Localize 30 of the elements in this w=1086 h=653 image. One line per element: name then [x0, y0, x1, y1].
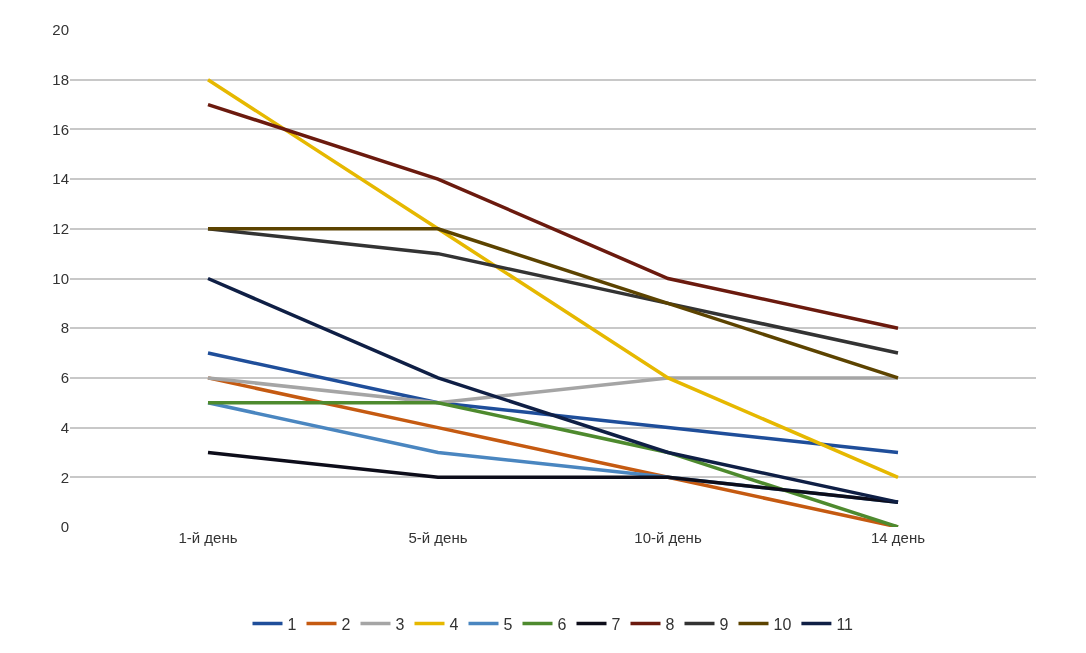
legend-label: 3 — [395, 615, 405, 633]
legend-label: 4 — [449, 615, 459, 633]
legend-label: 10 — [773, 615, 792, 633]
y-tick-label: 6 — [60, 369, 69, 387]
y-tick-label: 14 — [52, 170, 69, 188]
y-tick-label: 12 — [52, 220, 69, 238]
x-tick-label: 5-й день — [408, 529, 468, 546]
y-tick-label: 18 — [52, 70, 69, 88]
legend-label: 5 — [503, 615, 513, 633]
line-series — [206, 77, 900, 480]
x-tick-label: 10-й день — [634, 529, 702, 546]
y-tick-label: 10 — [52, 269, 69, 287]
y-tick-label: 16 — [52, 120, 69, 138]
y-tick-label: 0 — [60, 518, 69, 536]
y-tick-label: 2 — [60, 468, 69, 486]
legend-label: 11 — [836, 615, 854, 633]
line-series — [206, 276, 900, 504]
legend-label: 9 — [719, 615, 729, 633]
legend-label: 8 — [665, 615, 675, 633]
legend-label: 2 — [341, 615, 351, 633]
x-tick-label: 1-й день — [178, 529, 238, 546]
legend-label: 1 — [287, 615, 297, 633]
y-tick-label: 8 — [60, 319, 69, 337]
legend-label: 6 — [557, 615, 567, 633]
x-tick-label: 14 день — [870, 529, 926, 546]
legend-label: 7 — [611, 615, 621, 633]
line-series — [206, 351, 900, 455]
y-tick-label: 20 — [52, 21, 69, 39]
y-tick-label: 4 — [60, 418, 69, 436]
line-series — [206, 102, 900, 330]
